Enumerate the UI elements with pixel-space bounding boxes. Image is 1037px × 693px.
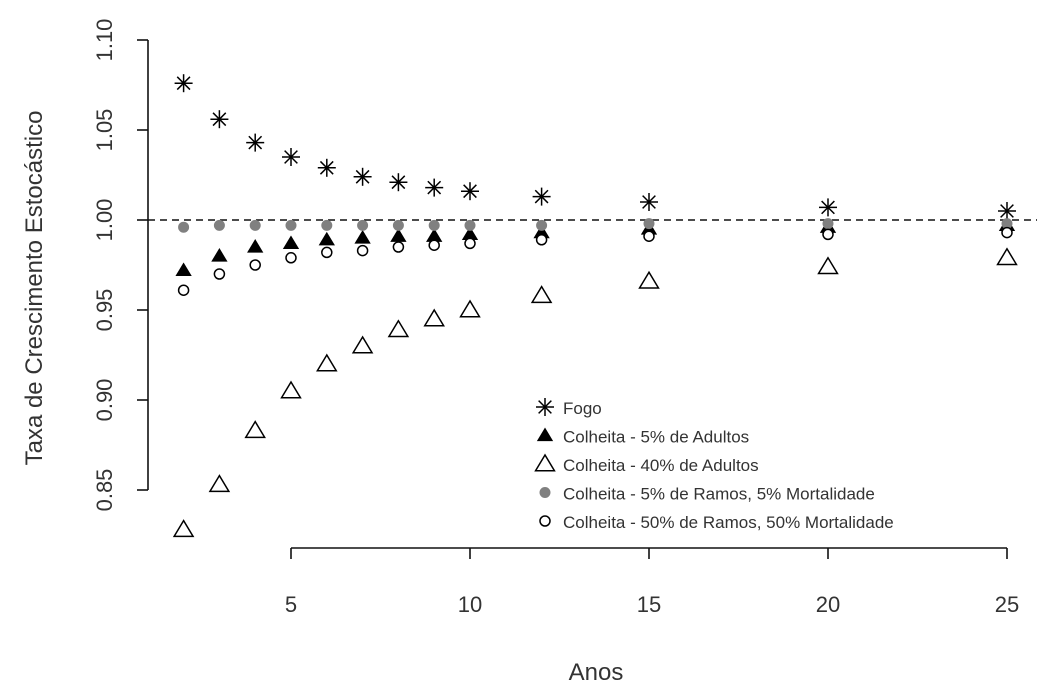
data-point bbox=[282, 235, 300, 250]
data-point bbox=[321, 219, 333, 231]
legend-entry: Colheita - 50% de Ramos, 50% Mortalidade bbox=[539, 513, 894, 532]
legend-marker bbox=[539, 487, 551, 498]
data-point bbox=[211, 248, 228, 262]
data-point bbox=[536, 219, 548, 231]
x-tick-label: 25 bbox=[995, 592, 1019, 617]
data-point bbox=[822, 218, 834, 230]
y-tick-label: 1.10 bbox=[92, 19, 117, 62]
data-point bbox=[428, 219, 440, 231]
legend-marker bbox=[534, 453, 556, 472]
y-tick-label: 0.90 bbox=[92, 379, 117, 422]
data-point bbox=[387, 319, 410, 338]
data-point bbox=[426, 228, 443, 242]
legend-marker bbox=[536, 398, 554, 416]
legend-entry: Colheita - 5% de Ramos, 5% Mortalidade bbox=[539, 485, 875, 504]
data-point bbox=[392, 219, 404, 231]
legend-marker bbox=[536, 427, 554, 442]
data-point bbox=[321, 246, 333, 259]
y-tick-label: 1.00 bbox=[92, 199, 117, 242]
legend-entry: Colheita - 5% de Adultos bbox=[536, 427, 749, 447]
data-point bbox=[428, 239, 440, 251]
axes-layer: 5 10 15 20 25 0.85 0.90 0.95 1.00 1.05 1.10 bbox=[92, 19, 1019, 617]
data-point bbox=[532, 187, 551, 206]
legend-label: Colheita - 5% de Adultos bbox=[563, 428, 749, 447]
legend-entry: Colheita - 40% de Adultos bbox=[534, 453, 759, 475]
data-point bbox=[285, 219, 297, 231]
y-axis-title: Taxa de Crescimento Estocástico bbox=[21, 111, 48, 466]
data-point bbox=[996, 247, 1018, 266]
data-point bbox=[351, 335, 374, 354]
data-point bbox=[392, 241, 405, 253]
data-point bbox=[390, 228, 407, 242]
data-point bbox=[208, 474, 231, 493]
x-tick-label: 15 bbox=[637, 592, 661, 617]
data-point bbox=[244, 420, 266, 439]
data-point bbox=[640, 193, 658, 211]
data-point bbox=[819, 198, 837, 217]
data-point bbox=[247, 239, 264, 253]
data-point bbox=[998, 202, 1016, 220]
data-point bbox=[282, 148, 300, 166]
data-point bbox=[175, 262, 192, 277]
data-point bbox=[459, 299, 481, 318]
points-layer bbox=[172, 74, 1018, 538]
series-3 bbox=[178, 218, 1013, 233]
data-point bbox=[213, 219, 225, 231]
x-axis-title: Anos bbox=[569, 659, 624, 686]
data-point bbox=[357, 219, 369, 231]
legend-label: Colheita - 40% de Adultos bbox=[563, 456, 759, 475]
legend-entry: Fogo bbox=[536, 398, 602, 418]
data-point bbox=[638, 270, 660, 289]
series-2 bbox=[172, 247, 1018, 538]
series-1 bbox=[175, 217, 1016, 277]
data-point bbox=[389, 173, 408, 192]
y-tick-label: 1.05 bbox=[92, 109, 117, 152]
data-point bbox=[464, 219, 476, 231]
data-point bbox=[249, 219, 261, 231]
x-tick-label: 10 bbox=[458, 592, 482, 617]
x-tick-label: 20 bbox=[816, 592, 840, 617]
data-point bbox=[423, 308, 445, 327]
legend-label: Fogo bbox=[563, 399, 602, 418]
data-point bbox=[354, 230, 371, 244]
data-point bbox=[353, 167, 372, 186]
y-tick-label: 0.95 bbox=[92, 289, 117, 332]
legend: Fogo Colheita - 5% de Adultos Colheita - 4… bbox=[534, 398, 894, 532]
data-point bbox=[461, 182, 479, 201]
data-point bbox=[530, 285, 553, 304]
data-point bbox=[285, 252, 297, 264]
data-point bbox=[280, 380, 302, 399]
data-point bbox=[213, 268, 226, 280]
data-point bbox=[177, 284, 190, 296]
legend-marker bbox=[539, 515, 551, 527]
series-4 bbox=[177, 226, 1013, 296]
data-point bbox=[317, 158, 336, 177]
data-point bbox=[817, 256, 839, 275]
legend-label: Colheita - 50% de Ramos, 50% Mortalidade bbox=[563, 513, 894, 532]
data-point bbox=[643, 218, 655, 230]
legend-label: Colheita - 5% de Ramos, 5% Mortalidade bbox=[563, 485, 875, 504]
data-point bbox=[356, 244, 369, 257]
data-point bbox=[318, 231, 335, 246]
data-point bbox=[172, 519, 195, 538]
data-point bbox=[822, 228, 834, 241]
x-tick-label: 5 bbox=[285, 592, 297, 617]
data-point bbox=[464, 237, 476, 250]
data-point bbox=[535, 234, 548, 246]
data-point bbox=[178, 221, 190, 233]
data-point bbox=[249, 259, 261, 271]
data-point bbox=[643, 230, 655, 242]
data-point bbox=[174, 74, 193, 93]
data-point bbox=[1001, 226, 1013, 239]
y-tick-label: 0.85 bbox=[92, 469, 117, 512]
data-point bbox=[425, 178, 444, 197]
data-point bbox=[210, 110, 229, 129]
data-point bbox=[316, 353, 338, 372]
series-0 bbox=[174, 74, 1016, 220]
data-point bbox=[246, 133, 265, 152]
